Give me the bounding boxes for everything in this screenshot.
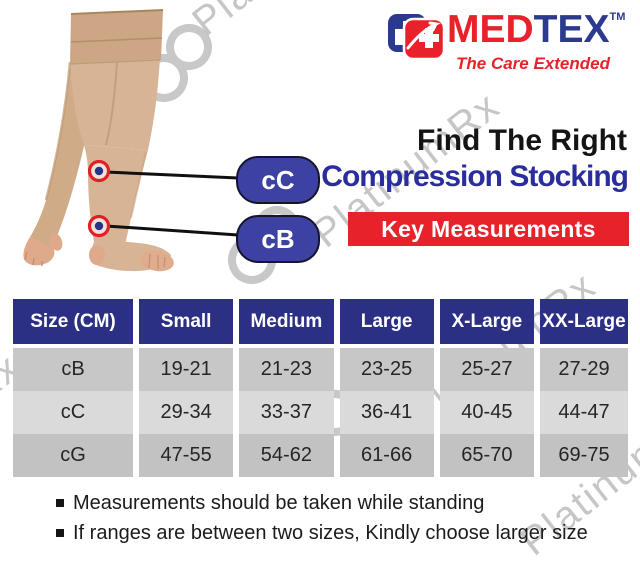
table-cell: 54-62 xyxy=(239,434,334,477)
medtex-logo-icon xyxy=(388,14,446,61)
banner-text: Key Measurements xyxy=(381,215,596,242)
note-text: Measurements should be taken while stand… xyxy=(73,491,485,514)
row-label: cB xyxy=(13,348,133,391)
note-text: If ranges are between two sizes, Kindly … xyxy=(73,521,588,544)
column-header-xxlarge: XX-Large xyxy=(540,299,628,344)
table-cell: 40-45 xyxy=(439,391,534,434)
size-chart-table: Size (CM) Small Medium Large X-Large XX-… xyxy=(13,299,628,477)
brand-name: MEDTEXTM xyxy=(447,10,625,49)
row-label: cC xyxy=(13,391,133,434)
callout-line-cB xyxy=(105,224,239,237)
column-header-xlarge: X-Large xyxy=(439,299,534,344)
trademark-symbol: TM xyxy=(609,11,626,23)
bullet-icon xyxy=(56,529,64,537)
bullet-icon xyxy=(56,499,64,507)
table-cell: 23-25 xyxy=(339,348,434,391)
table-cell: 61-66 xyxy=(339,434,434,477)
table-cell: 33-37 xyxy=(239,391,334,434)
table-cell: 19-21 xyxy=(139,348,234,391)
column-header-medium: Medium xyxy=(239,299,334,344)
table-row-cG: cG 47-55 54-62 61-66 65-70 69-75 xyxy=(13,434,628,477)
note-item: If ranges are between two sizes, Kindly … xyxy=(56,518,588,548)
table-cell: 47-55 xyxy=(139,434,234,477)
measurement-label-cC: cC xyxy=(236,156,320,204)
row-label: cG xyxy=(13,434,133,477)
table-cell: 21-23 xyxy=(239,348,334,391)
column-header-large: Large xyxy=(339,299,434,344)
table-cell: 29-34 xyxy=(139,391,234,434)
brand-name-tex: TEX xyxy=(533,8,610,51)
table-row-cB: cB 19-21 21-23 23-25 25-27 27-29 xyxy=(13,348,628,391)
table-cell: 65-70 xyxy=(439,434,534,477)
measurement-label-cB: cB xyxy=(236,215,320,263)
pill-text: cB xyxy=(261,223,295,254)
table-row-cC: cC 29-34 33-37 36-41 40-45 44-47 xyxy=(13,391,628,434)
headline-line2: Compression Stocking xyxy=(321,160,629,193)
brand-header: MEDTEXTM The Care Extended xyxy=(386,10,630,76)
marker-cC-icon xyxy=(87,159,111,183)
table-cell: 27-29 xyxy=(540,348,628,391)
headline-line1: Find The Right xyxy=(417,124,627,157)
column-header-small: Small xyxy=(139,299,234,344)
table-cell: 36-41 xyxy=(339,391,434,434)
table-cell: 69-75 xyxy=(540,434,628,477)
table-header-row: Size (CM) Small Medium Large X-Large XX-… xyxy=(13,299,628,344)
usage-notes: Measurements should be taken while stand… xyxy=(56,488,588,548)
compression-stocking-leg-illustration xyxy=(23,9,239,272)
marker-cB-icon xyxy=(87,214,111,238)
key-measurements-banner: Key Measurements xyxy=(348,212,629,246)
column-header-size: Size (CM) xyxy=(13,299,133,344)
table-cell: 44-47 xyxy=(540,391,628,434)
note-item: Measurements should be taken while stand… xyxy=(56,488,588,518)
callout-line-cC xyxy=(105,170,239,180)
table-cell: 25-27 xyxy=(439,348,534,391)
table-body: cB 19-21 21-23 23-25 25-27 27-29 cC 29-3… xyxy=(13,348,628,477)
brand-name-med: MED xyxy=(447,8,534,51)
pill-text: cC xyxy=(261,164,295,195)
brand-tagline: The Care Extended xyxy=(456,54,610,73)
